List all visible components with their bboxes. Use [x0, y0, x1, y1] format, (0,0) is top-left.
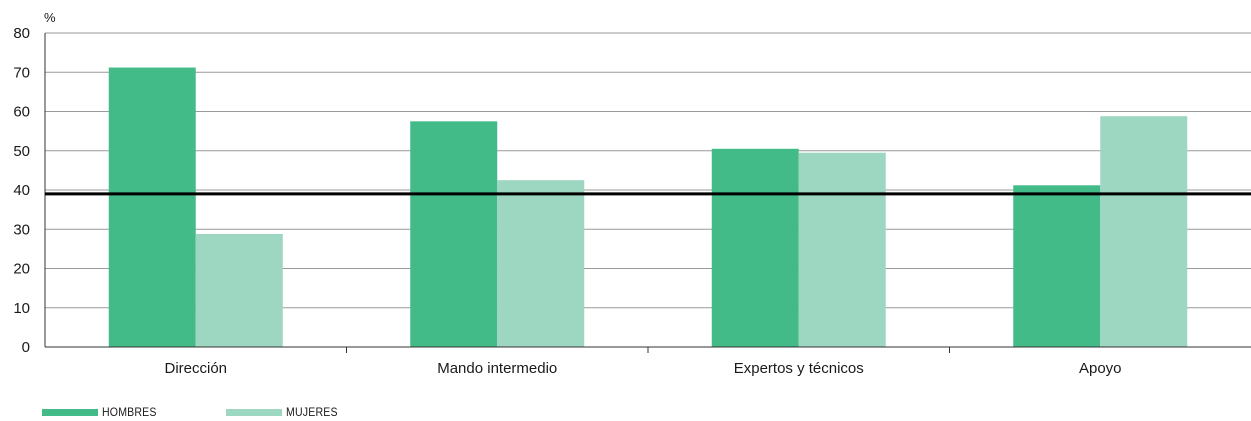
y-tick-label-60: 60: [13, 104, 30, 121]
y-tick-label-0: 0: [22, 339, 30, 356]
legend-swatch-mujeres: [226, 408, 283, 416]
y-tick-label-30: 30: [13, 221, 30, 238]
bar-mujeres-1: [497, 180, 585, 347]
bar-chart: % 0 10 20 30 40 50 60 70 80 Dirección Mando inter…: [13, 10, 1251, 377]
legend-item-mujeres: MUJERES: [226, 405, 345, 419]
y-tick-label-40: 40: [13, 182, 30, 199]
bar-hombres-3: [1013, 185, 1101, 347]
legend-label-mujeres: MUJERES: [286, 405, 338, 419]
legend-label-hombres: HOMBRES: [102, 405, 157, 419]
legend: HOMBRES MUJERES: [42, 405, 407, 419]
y-unit-label: %: [44, 10, 56, 25]
bar-hombres-0: [108, 67, 196, 347]
x-category-label-1: Mando intermedio: [437, 360, 557, 377]
y-tick-label-80: 80: [13, 25, 30, 42]
bar-mujeres-3: [1100, 116, 1188, 348]
y-tick-label-50: 50: [13, 143, 30, 160]
x-category-label-0: Dirección: [164, 360, 227, 377]
x-category-label-3: Apoyo: [1079, 360, 1122, 377]
bar-hombres-2: [711, 148, 799, 347]
x-category-label-2: Expertos y técnicos: [734, 360, 864, 377]
legend-item-hombres: HOMBRES: [42, 405, 164, 419]
y-tick-label-70: 70: [13, 64, 30, 81]
y-tick-label-10: 10: [13, 300, 30, 317]
x-axis: [44, 33, 1251, 353]
y-tick-label-20: 20: [13, 261, 30, 278]
bar-mujeres-0: [195, 233, 283, 347]
bar-hombres-1: [410, 121, 498, 347]
bars: [108, 67, 1188, 348]
x-axis-labels: Dirección Mando intermedio Expertos y técn…: [164, 360, 1121, 377]
legend-swatch-hombres: [42, 408, 98, 416]
y-axis-ticks: 0 10 20 30 40 50 60 70 80: [13, 25, 30, 356]
bar-mujeres-2: [798, 152, 886, 347]
